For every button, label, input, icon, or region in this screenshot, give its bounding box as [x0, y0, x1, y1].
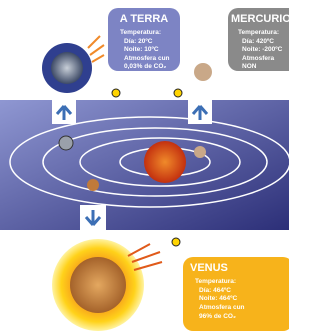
earth-planet	[51, 52, 83, 84]
sun-ray-dot	[174, 89, 182, 97]
earth-day: Día: 20ºC	[124, 38, 153, 45]
earth-temperature: Temperatura:	[120, 29, 161, 36]
mercury-atmosphere-text: NON	[242, 63, 257, 70]
mercury-orbit-planet	[194, 146, 206, 158]
venus-title: VENUS	[190, 262, 228, 274]
mercury-temperature: Temperatura:	[238, 29, 279, 36]
venus-orbit-planet	[87, 179, 99, 191]
venus-planet	[70, 257, 126, 313]
earth-atmosphere-text: Atmosfera cun	[124, 55, 170, 62]
earth-atmosphere-text: 0,03% de CO₂	[124, 63, 166, 70]
venus-temperature: Temperatura:	[195, 278, 236, 285]
mercury-planet	[194, 63, 212, 81]
earth-title: A TERRA	[120, 13, 169, 25]
venus-atmosphere-text: Atmosfera cun	[199, 304, 245, 311]
mercury-night: Noite: -200ºC	[242, 46, 283, 53]
earth-night: Noite: 10ºC	[124, 46, 159, 53]
sun-ray-dot	[112, 89, 120, 97]
venus-night: Noite: 464ºC	[199, 295, 237, 302]
arrow-up	[188, 100, 212, 124]
earth-rays	[88, 36, 104, 62]
sun	[144, 141, 186, 183]
infographic: A TERRA Temperatura: Día: 20ºC Noite: 10…	[0, 0, 289, 331]
venus-atmosphere-text: 96% de CO₂	[199, 313, 236, 320]
mercury-day: Día: 420ºC	[242, 38, 274, 45]
mercury-atmosphere-text: Atmosfera	[242, 55, 275, 62]
sun-ray-dot	[172, 238, 180, 246]
mercury-title: MERCURIO	[231, 13, 289, 25]
arrow-down	[80, 205, 106, 230]
venus-day: Día: 464ºC	[199, 287, 231, 294]
arrow-up	[52, 100, 76, 124]
earth-orbit-planet	[59, 136, 73, 150]
